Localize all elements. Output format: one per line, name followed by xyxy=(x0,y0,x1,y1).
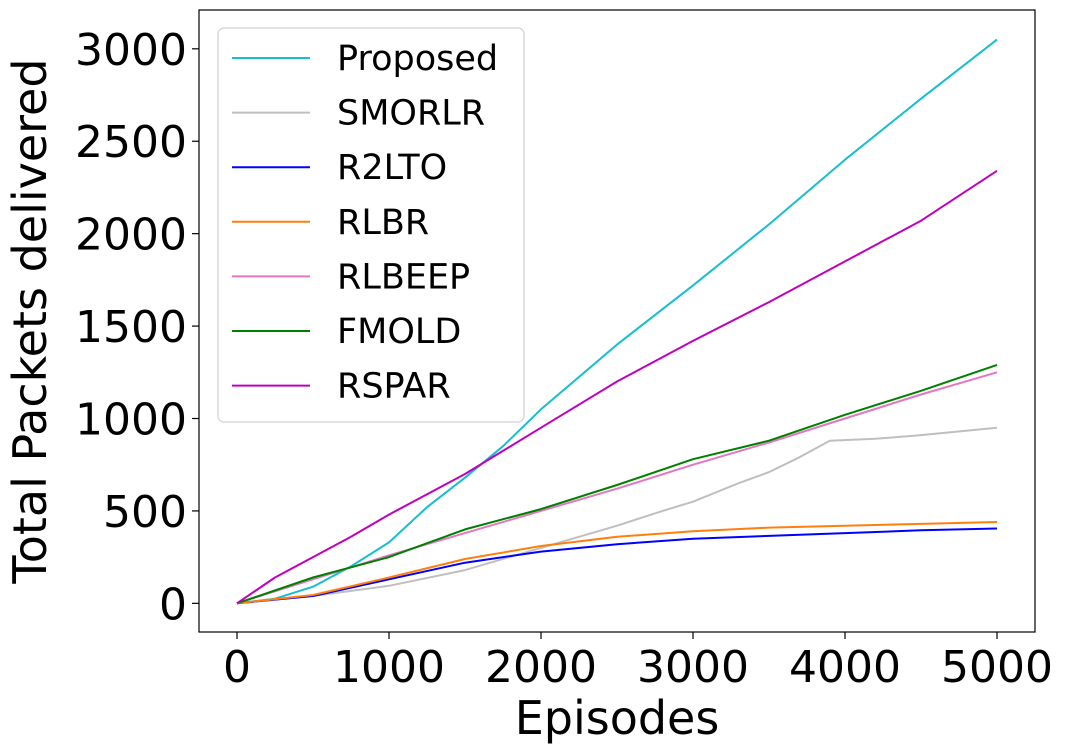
plot-frame xyxy=(198,9,1036,633)
x-axis: 0 1000 2000 3000 4000 5000 xyxy=(223,632,1053,693)
x-tick-label: 1000 xyxy=(333,642,445,693)
legend-label-rlbr: RLBR xyxy=(337,203,429,243)
series-line-smorlr xyxy=(236,426,998,605)
x-tick-label: 0 xyxy=(223,642,251,693)
legend: Proposed SMORLR R2LTO RLBR RLBEEP FMOLD RSPAR xyxy=(217,27,525,423)
x-axis-title: Episodes xyxy=(515,691,720,745)
legend-label-smorlr: SMORLR xyxy=(337,94,485,134)
y-axis: 0 500 1000 1500 2000 2500 3000 xyxy=(75,25,199,630)
legend-box xyxy=(217,27,525,423)
x-tick-label: 2000 xyxy=(485,642,597,693)
legend-label-fmold: FMOLD xyxy=(337,312,461,352)
legend-label-rspar: RSPAR xyxy=(337,367,451,407)
x-tick-label: 4000 xyxy=(789,642,901,693)
series-line-proposed xyxy=(236,38,998,605)
y-axis-title: Total Packets delivered xyxy=(3,58,57,584)
y-tick-label: 3000 xyxy=(75,25,187,76)
y-tick-label: 1000 xyxy=(75,395,187,446)
x-tick-label: 3000 xyxy=(637,642,749,693)
y-tick-label: 0 xyxy=(159,579,187,630)
series-line-fmold xyxy=(236,363,998,605)
legend-label-proposed: Proposed xyxy=(337,39,498,79)
series-line-r2lto xyxy=(236,527,998,605)
legend-label-r2lto: R2LTO xyxy=(337,148,447,188)
series-line-rspar xyxy=(236,169,998,605)
x-tick-label: 5000 xyxy=(941,642,1053,693)
series-line-rlbr xyxy=(236,521,998,605)
series-layer xyxy=(236,38,998,605)
legend-label-rlbeep: RLBEEP xyxy=(337,257,470,297)
y-tick-label: 2500 xyxy=(75,117,187,168)
y-tick-label: 500 xyxy=(103,487,187,538)
y-tick-label: 2000 xyxy=(75,210,187,261)
y-tick-label: 1500 xyxy=(75,302,187,353)
